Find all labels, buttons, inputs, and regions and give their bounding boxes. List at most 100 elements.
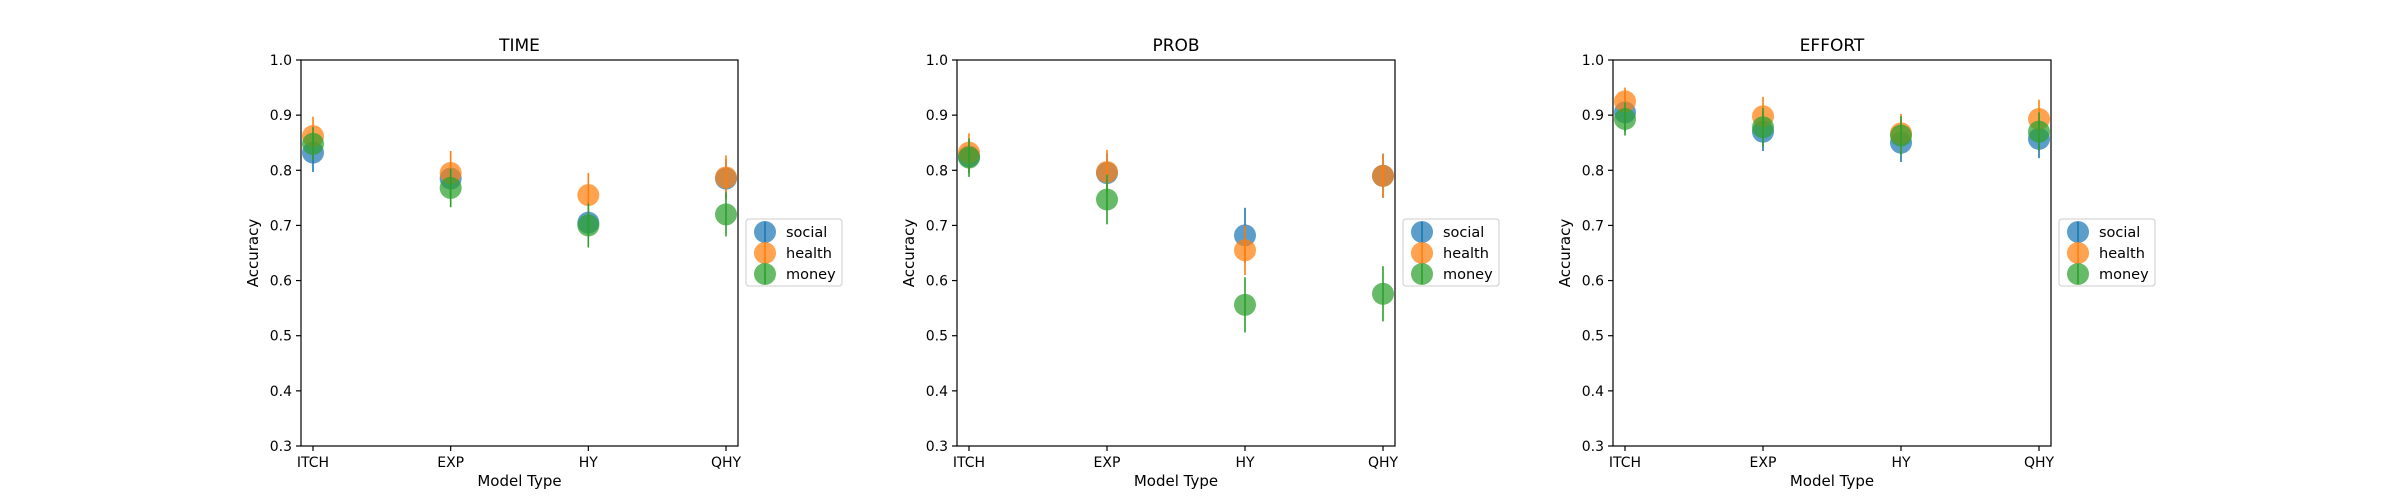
y-tick-label: 0.7 (270, 218, 292, 234)
data-point (302, 132, 324, 155)
data-point (715, 203, 737, 226)
legend-label-social: social (1443, 225, 1484, 241)
legend-label-health: health (786, 246, 832, 262)
data-point (1234, 293, 1256, 316)
y-tick-label: 0.3 (270, 439, 292, 455)
y-tick-label: 0.8 (1582, 163, 1604, 179)
legend-label-social: social (2099, 225, 2140, 241)
legend-label-money: money (2099, 267, 2149, 283)
data-point (1614, 108, 1636, 131)
y-tick-label: 0.8 (926, 163, 948, 179)
y-tick-label: 0.4 (1582, 384, 1604, 400)
x-tick-label: HY (1235, 455, 1255, 471)
legend-label-social: social (786, 225, 827, 241)
x-tick-label: ITCH (1609, 455, 1641, 471)
y-tick-label: 1.0 (926, 53, 948, 69)
legend-label-health: health (2099, 246, 2145, 262)
y-tick-label: 0.6 (926, 274, 948, 290)
series-money (302, 127, 737, 248)
legend-marker-money (1411, 263, 1433, 285)
y-tick-label: 0.9 (1582, 108, 1604, 124)
legend-marker-health (1411, 242, 1433, 264)
x-tick-label: EXP (1094, 455, 1121, 471)
legend-marker-health (754, 242, 776, 264)
y-tick-label: 0.5 (270, 329, 292, 345)
y-tick-label: 0.5 (1582, 329, 1604, 345)
legend-label-health: health (1443, 246, 1489, 262)
chart-title: EFFORT (1800, 36, 1865, 56)
legend-label-money: money (1443, 267, 1493, 283)
y-tick-label: 0.7 (1582, 218, 1604, 234)
plot-area (300, 59, 739, 447)
x-tick-label: HY (1891, 455, 1911, 471)
plot-area (1612, 59, 2052, 447)
y-tick-label: 0.9 (926, 108, 948, 124)
y-tick-label: 1.0 (1582, 53, 1604, 69)
legend: social health money (2058, 218, 2156, 287)
data-point (1372, 164, 1394, 187)
legend-marker-health (2067, 242, 2089, 264)
data-point (1096, 188, 1118, 211)
series-social (302, 133, 737, 237)
x-tick-label: EXP (1750, 455, 1777, 471)
data-point (715, 166, 737, 189)
legend-marker-social (2067, 221, 2089, 243)
legend-marker-social (754, 221, 776, 243)
data-point (577, 214, 600, 237)
y-tick-label: 0.8 (270, 163, 292, 179)
legend: social health money (745, 218, 843, 287)
y-axis-label: Accuracy (244, 219, 262, 288)
x-tick-label: QHY (1368, 455, 1399, 471)
data-point (1234, 239, 1256, 262)
series-health (958, 133, 1394, 276)
data-point (958, 146, 980, 169)
chart-panel-effort: EFFORT 0.3 0.4 0.5 0.6 0.7 0.8 0.9 1.0 ITCH EXP HY Q… (1556, 36, 2156, 490)
legend: social health money (1402, 218, 1500, 287)
y-tick-label: 0.9 (270, 108, 292, 124)
x-tick-label: QHY (2024, 455, 2055, 471)
data-point (1372, 282, 1394, 305)
chart-panel-time: TIME 0.3 0.4 0.5 0.6 0.7 0.8 0.9 1.0 ITCH EXP HY QHY… (244, 36, 843, 490)
series-health (1614, 87, 2050, 153)
x-tick-label: HY (579, 455, 599, 471)
series-money (958, 138, 1394, 333)
data-point (577, 184, 600, 207)
x-axis-label: Model Type (477, 472, 561, 490)
series-social (958, 139, 1394, 263)
data-point (1096, 160, 1118, 183)
data-point (1614, 90, 1636, 113)
data-point (2028, 120, 2050, 143)
chart-title: TIME (498, 36, 540, 56)
series-money (1614, 102, 2050, 155)
y-axis-label: Accuracy (1556, 219, 1574, 288)
x-axis-label: Model Type (1790, 472, 1874, 490)
data-point (439, 176, 462, 199)
chart-title: PROB (1152, 36, 1199, 56)
y-tick-label: 0.4 (270, 384, 292, 400)
x-axis-label: Model Type (1134, 472, 1218, 490)
y-tick-label: 0.7 (926, 218, 948, 234)
y-tick-label: 0.3 (1582, 439, 1604, 455)
series-social (1614, 93, 2050, 163)
legend-marker-social (1411, 221, 1433, 243)
y-tick-label: 0.4 (926, 384, 948, 400)
data-point (1890, 124, 1912, 147)
y-tick-label: 0.6 (270, 274, 292, 290)
x-tick-label: EXP (437, 455, 464, 471)
data-point (1752, 116, 1774, 139)
y-tick-label: 0.6 (1582, 274, 1604, 290)
y-axis-label: Accuracy (900, 219, 918, 288)
series-health (302, 116, 737, 218)
x-tick-label: ITCH (297, 455, 329, 471)
chart-panel-prob: PROB 0.3 0.4 0.5 0.6 0.7 0.8 0.9 1.0 ITCH EXP HY QHY… (900, 36, 1500, 490)
plot-area (956, 59, 1396, 447)
legend-label-money: money (786, 267, 836, 283)
y-tick-label: 1.0 (270, 53, 292, 69)
legend-marker-money (754, 263, 776, 285)
x-tick-label: QHY (711, 455, 742, 471)
y-tick-label: 0.5 (926, 329, 948, 345)
legend-marker-money (2067, 263, 2089, 285)
x-tick-label: ITCH (953, 455, 985, 471)
y-tick-label: 0.3 (926, 439, 948, 455)
